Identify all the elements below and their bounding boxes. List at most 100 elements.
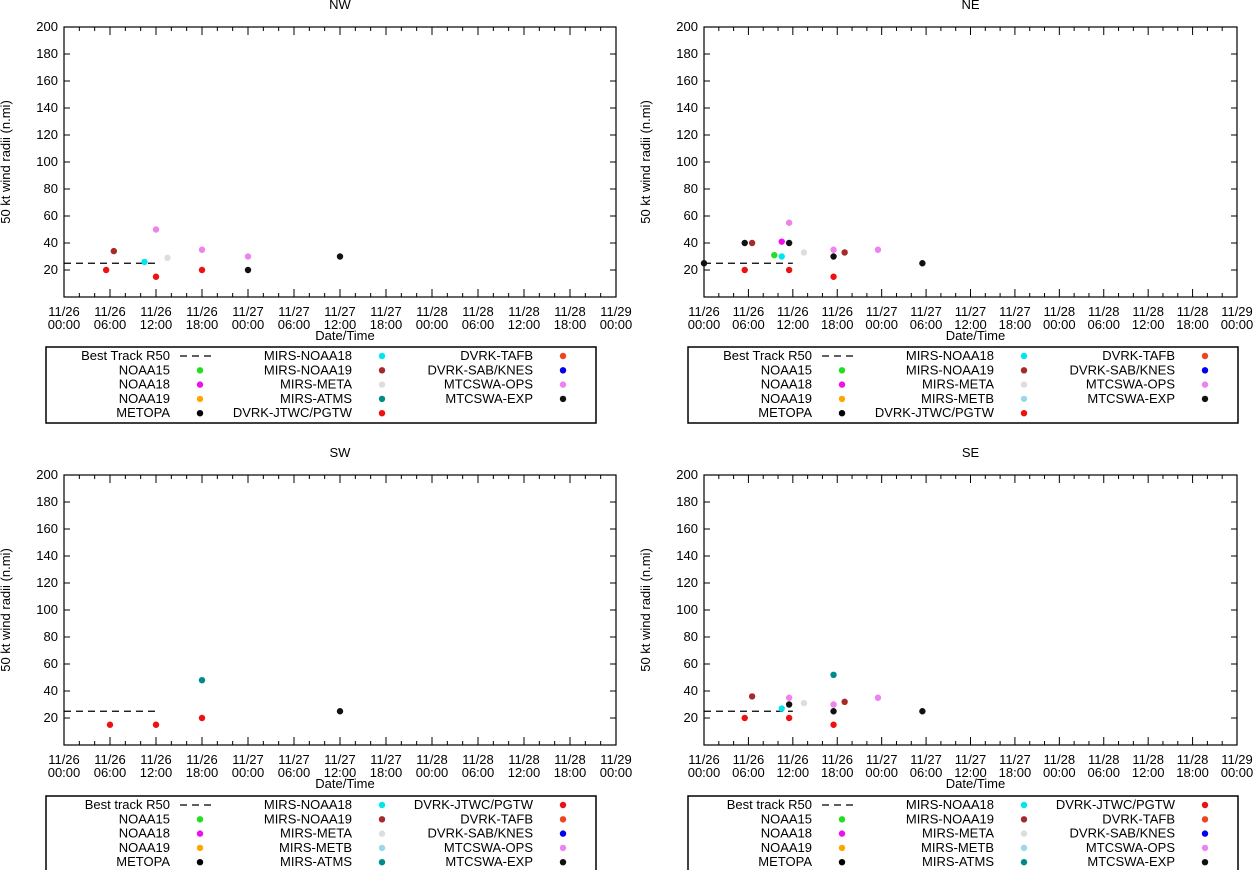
legend-marker: [1201, 830, 1209, 837]
x-tick-time: 12:00: [324, 317, 357, 332]
x-tick-time: 18:00: [186, 765, 219, 780]
data-point: [748, 693, 756, 700]
legend-label: DVRK-TAFB: [460, 811, 533, 826]
x-tick-time: 12:00: [508, 317, 541, 332]
x-tick-time: 18:00: [186, 317, 219, 332]
y-tick-label: 120: [36, 575, 58, 590]
x-tick-date: 11/28: [1044, 304, 1076, 319]
legend-box: [687, 795, 1239, 870]
y-tick-label: 160: [36, 73, 58, 88]
x-tick-date: 11/26: [821, 752, 853, 767]
legend-marker: [1020, 816, 1028, 823]
x-tick-time: 00:00: [1221, 765, 1253, 780]
x-tick-time: 12:00: [324, 765, 357, 780]
legend-label: NOAA15: [119, 811, 170, 826]
legend-marker: [1201, 801, 1209, 809]
x-tick-time: 06:00: [1087, 317, 1120, 332]
data-point: [748, 239, 756, 247]
data-point: [110, 247, 118, 255]
x-tick-date: 11/28: [1132, 752, 1164, 767]
data-point: [841, 698, 848, 705]
x-tick-time: 00:00: [48, 317, 81, 332]
legend-label: NOAA15: [761, 811, 812, 826]
y-axis-label: 50 kt wind radii (n.mi): [0, 100, 13, 224]
y-tick-label: 180: [36, 46, 58, 61]
data-point: [244, 266, 252, 274]
x-tick-time: 18:00: [370, 765, 403, 780]
legend-marker: [196, 367, 204, 374]
legend-marker: [196, 816, 204, 823]
legend-marker: [378, 381, 386, 388]
y-tick-label: 60: [684, 656, 698, 671]
x-tick-time: 18:00: [821, 317, 854, 332]
data-point: [830, 246, 837, 253]
legend-label: MIRS-NOAA19: [264, 811, 352, 826]
legend-label: MIRS-NOAA19: [264, 362, 352, 377]
x-tick-date: 11/27: [278, 752, 310, 767]
x-tick-date: 11/28: [416, 752, 448, 767]
legend-marker: [1020, 367, 1028, 374]
y-tick-label: 180: [36, 494, 58, 509]
legend-label: DVRK-JTWC/PGTW: [233, 405, 353, 420]
x-tick-time: 12:00: [140, 765, 173, 780]
legend-marker: [838, 844, 846, 852]
y-tick-label: 100: [36, 154, 58, 169]
data-point: [778, 238, 785, 245]
legend-label: MTCSWA-EXP: [1087, 391, 1175, 406]
x-tick-date: 11/28: [1132, 304, 1164, 319]
legend-marker: [1020, 381, 1028, 388]
plot-area: [703, 474, 1238, 746]
legend-label: NOAA18: [119, 377, 170, 392]
y-axis-label: 50 kt wind radii (n.mi): [638, 548, 653, 672]
legend-label: NOAA19: [119, 840, 170, 855]
x-tick-time: 12:00: [777, 765, 810, 780]
y-tick-label: 80: [684, 181, 698, 196]
y-tick-label: 40: [44, 683, 58, 698]
x-tick-time: 06:00: [910, 317, 943, 332]
x-tick-date: 11/26: [733, 304, 765, 319]
legend-label: NOAA15: [119, 362, 170, 377]
legend-label: MIRS-METB: [279, 840, 352, 855]
y-tick-label: 20: [44, 710, 58, 725]
x-tick-time: 06:00: [462, 317, 495, 332]
data-point: [164, 254, 171, 262]
data-point: [785, 239, 793, 247]
legend-marker: [1020, 830, 1028, 837]
data-point: [830, 701, 837, 708]
x-tick-date: 11/28: [508, 752, 540, 767]
legend-label: MTCSWA-EXP: [1087, 854, 1175, 869]
y-tick-label: 200: [36, 467, 58, 482]
x-tick-time: 18:00: [999, 765, 1032, 780]
x-tick-date: 11/28: [416, 304, 448, 319]
legend-marker: [559, 816, 567, 823]
x-tick-time: 12:00: [1132, 765, 1165, 780]
x-tick-date: 11/29: [600, 752, 632, 767]
data-point: [152, 226, 160, 233]
legend-marker: [378, 816, 386, 823]
legend-marker: [1020, 352, 1028, 360]
x-tick-date: 11/26: [777, 304, 809, 319]
x-tick-date: 11/27: [370, 752, 402, 767]
legend-box: [45, 346, 597, 424]
y-tick-label: 140: [676, 548, 698, 563]
legend-marker: [378, 410, 386, 417]
legend-label: DVRK-JTWC/PGTW: [414, 797, 534, 812]
legend-marker: [378, 844, 386, 852]
legend-label: MIRS-NOAA19: [906, 362, 994, 377]
data-point: [741, 714, 748, 722]
legend-label: DVRK-SAB/KNES: [1070, 362, 1176, 377]
data-point: [778, 253, 785, 260]
x-tick-date: 11/26: [48, 752, 80, 767]
y-tick-label: 60: [44, 208, 58, 223]
x-tick-time: 12:00: [954, 317, 987, 332]
x-tick-date: 11/27: [910, 752, 942, 767]
legend-label: MIRS-NOAA18: [264, 348, 352, 363]
legend-marker: [1201, 859, 1209, 866]
x-tick-date: 11/27: [324, 304, 356, 319]
x-tick-time: 18:00: [1176, 765, 1209, 780]
x-tick-time: 00:00: [232, 317, 265, 332]
x-tick-time: 06:00: [1087, 765, 1120, 780]
legend-box: [45, 795, 597, 870]
